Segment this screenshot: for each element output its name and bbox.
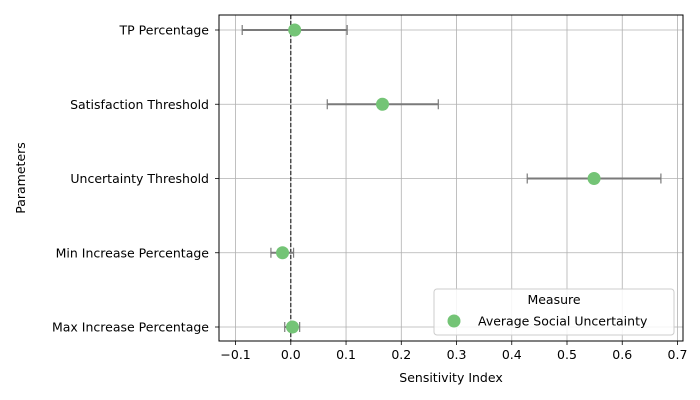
legend-box	[433, 288, 675, 336]
x-tick-label: 0.1	[336, 347, 356, 362]
x-tick-label: 0.0	[281, 347, 301, 362]
y-axis-ticks: TP Percentage Satisfaction Threshold Uncer…	[52, 23, 219, 335]
x-tick-label: 0.6	[612, 347, 632, 362]
y-tick-label: Min Increase Percentage	[56, 245, 210, 260]
x-tick-label: 0.7	[668, 347, 688, 362]
data-points	[276, 23, 601, 334]
y-axis-label: Parameters	[13, 142, 28, 214]
x-axis-label: Sensitivity Index	[399, 370, 502, 385]
x-tick-label: 0.5	[557, 347, 577, 362]
x-tick-label: 0.3	[447, 347, 467, 362]
data-point	[285, 320, 299, 334]
legend-marker	[447, 314, 461, 328]
data-point	[587, 172, 601, 185]
legend-title: Measure	[527, 292, 580, 307]
x-tick-label: −0.1	[220, 347, 250, 362]
legend-entry: Average Social Uncertainty	[478, 314, 648, 329]
x-tick-label: 0.2	[391, 347, 411, 362]
y-tick-label: TP Percentage	[119, 23, 210, 38]
data-point	[276, 246, 290, 260]
x-axis-ticks: −0.1 0.0 0.1 0.2 0.3 0.4 0.5 0.6 0.7	[220, 341, 687, 362]
y-tick-label: Max Increase Percentage	[52, 320, 209, 335]
y-tick-label: Uncertainty Threshold	[70, 171, 209, 186]
data-point	[288, 23, 302, 37]
y-tick-label: Satisfaction Threshold	[70, 97, 209, 112]
legend: Measure Average Social Uncertainty	[433, 288, 675, 336]
plot-frame	[218, 14, 684, 342]
data-point	[376, 97, 390, 111]
x-tick-label: 0.4	[502, 347, 522, 362]
